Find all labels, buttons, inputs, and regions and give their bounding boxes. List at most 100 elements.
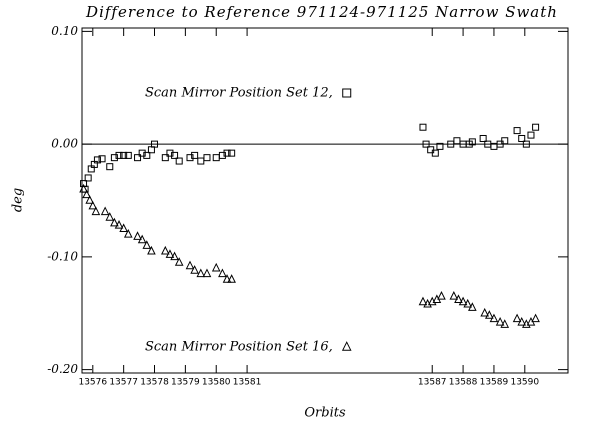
legend-label: Scan Mirror Position Set 16, — [145, 340, 333, 355]
point — [161, 245, 170, 255]
point — [437, 291, 446, 300]
y-tick-label: 0.00 — [51, 137, 78, 151]
point — [137, 234, 147, 244]
point — [449, 291, 459, 300]
point — [203, 154, 211, 162]
point — [151, 140, 159, 148]
point — [115, 151, 123, 159]
point — [124, 151, 132, 159]
x-tick-label: 13579 — [171, 378, 200, 388]
point — [85, 195, 95, 204]
point — [82, 189, 91, 199]
point — [98, 155, 106, 163]
point — [222, 274, 232, 283]
point — [106, 163, 114, 171]
point — [431, 149, 439, 157]
point — [143, 151, 151, 159]
point — [123, 229, 133, 238]
legend-marker — [341, 341, 352, 351]
point — [218, 268, 227, 278]
point — [527, 131, 535, 139]
point — [186, 154, 194, 162]
point — [142, 240, 152, 249]
point — [110, 217, 119, 227]
point — [463, 298, 473, 308]
point — [91, 206, 101, 216]
point — [468, 138, 476, 146]
point — [500, 319, 510, 328]
point — [517, 316, 527, 326]
point — [468, 302, 477, 311]
point — [88, 200, 98, 210]
plot-frame — [81, 27, 569, 374]
point — [489, 313, 499, 323]
point — [227, 274, 236, 283]
point — [223, 149, 231, 157]
y-tick-label: -0.20 — [47, 362, 78, 376]
y-axis-label: deg — [11, 188, 26, 212]
y-tick-label: -0.10 — [47, 249, 78, 263]
point — [190, 265, 199, 274]
point — [479, 134, 487, 142]
point — [512, 313, 522, 323]
point — [422, 140, 430, 148]
legend-label: Scan Mirror Position Set 12, — [145, 86, 333, 101]
point — [495, 316, 505, 326]
point — [105, 212, 115, 221]
chart-title: Difference to Reference 971124-971125 Na… — [85, 3, 558, 21]
point — [485, 310, 494, 319]
point — [228, 149, 236, 157]
x-tick-label: 13578 — [140, 378, 169, 388]
point — [211, 262, 221, 272]
point — [138, 149, 146, 157]
point — [418, 296, 428, 306]
y-tick-label: 0.10 — [51, 24, 78, 38]
point — [166, 149, 174, 157]
point — [518, 134, 526, 142]
point — [458, 296, 468, 306]
point — [147, 245, 156, 255]
point — [202, 268, 212, 278]
point — [161, 154, 169, 162]
point — [191, 151, 199, 159]
legend-marker — [342, 88, 352, 98]
point — [165, 249, 175, 258]
point — [532, 123, 540, 131]
point — [175, 157, 183, 165]
x-axis-label: Orbits — [304, 406, 346, 421]
x-tick-label: 13588 — [449, 378, 478, 388]
x-tick-label: 13587 — [418, 378, 447, 388]
point — [522, 140, 530, 148]
point — [133, 231, 142, 240]
point — [174, 257, 184, 266]
x-tick-label: 13590 — [510, 378, 539, 388]
point — [196, 268, 206, 278]
point — [110, 154, 118, 162]
point — [218, 151, 226, 159]
point — [84, 174, 92, 182]
point — [501, 137, 509, 145]
point — [513, 127, 521, 135]
point — [134, 154, 142, 162]
point — [100, 206, 110, 216]
point — [454, 294, 463, 304]
point — [119, 223, 128, 232]
point — [93, 156, 101, 164]
point — [79, 183, 88, 193]
point — [120, 151, 128, 159]
x-tick-label: 13576 — [78, 378, 107, 388]
point — [531, 313, 540, 323]
point — [185, 260, 195, 270]
point — [480, 307, 489, 317]
x-tick-label: 13577 — [109, 378, 138, 388]
point — [170, 251, 179, 261]
point — [419, 123, 427, 131]
x-tick-label: 13589 — [480, 378, 509, 388]
x-tick-label: 13581 — [233, 378, 262, 388]
x-tick-label: 13580 — [202, 378, 231, 388]
point — [436, 142, 444, 150]
point — [171, 151, 179, 159]
point — [114, 219, 124, 229]
